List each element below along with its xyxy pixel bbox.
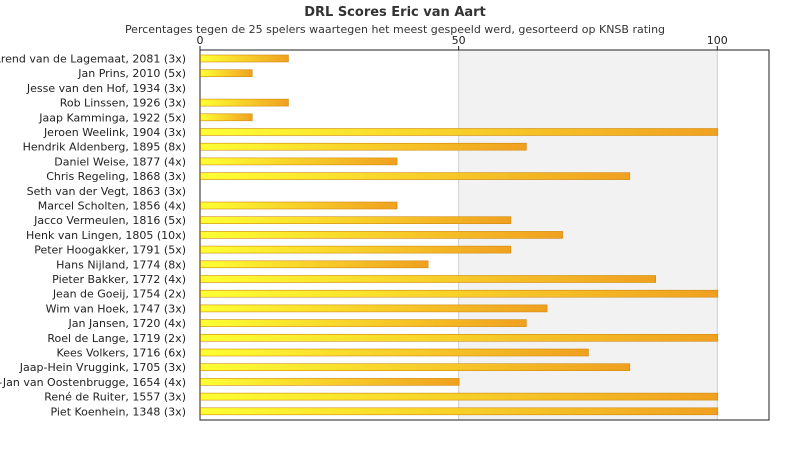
category-label: Daniel Weise, 1877 (4x) — [54, 155, 186, 168]
bar — [200, 319, 527, 327]
bar — [200, 304, 548, 313]
category-label: Chris Regeling, 1868 (3x) — [46, 170, 186, 183]
bar — [200, 113, 253, 122]
category-label: Peter Hoogakker, 1791 (5x) — [34, 244, 186, 257]
category-label: Henk van Lingen, 1805 (10x) — [26, 229, 186, 242]
bar — [200, 201, 398, 210]
category-label: Arend van de Lagemaat, 2081 (3x) — [0, 53, 186, 66]
bar — [200, 157, 398, 166]
chart-subtitle: Percentages tegen de 25 spelers waartege… — [125, 23, 665, 36]
bar — [200, 289, 719, 298]
category-label: Piet Koenhein, 1348 (3x) — [50, 405, 186, 418]
x-tick-label: 50 — [452, 34, 466, 47]
category-label: Bert-Jan van Oostenbrugge, 1654 (4x) — [0, 376, 186, 389]
category-label: Kees Volkers, 1716 (6x) — [57, 347, 186, 360]
category-label: Jean de Goeij, 1754 (2x) — [52, 288, 186, 301]
category-label: Roel de Lange, 1719 (2x) — [47, 332, 186, 345]
category-label: Jeroen Weelink, 1904 (3x) — [43, 126, 186, 139]
bar — [200, 69, 253, 77]
chart-title: DRL Scores Eric van Aart — [304, 5, 486, 20]
x-tick-label: 100 — [707, 34, 728, 47]
category-label: Hendrik Aldenberg, 1895 (8x) — [23, 141, 186, 154]
category-label: Hans Nijland, 1774 (8x) — [56, 258, 186, 271]
category-label: Jaap Kamminga, 1922 (5x) — [38, 111, 186, 124]
bar — [200, 142, 527, 151]
bar — [200, 216, 512, 224]
bar — [200, 128, 719, 136]
bar — [200, 378, 460, 386]
bar — [200, 363, 631, 372]
category-label: René de Ruiter, 1557 (3x) — [44, 391, 186, 404]
category-label: Wim van Hoek, 1747 (3x) — [46, 302, 186, 315]
category-label: Jacco Vermeulen, 1816 (5x) — [33, 214, 186, 227]
category-label: Seth van der Vegt, 1863 (3x) — [27, 185, 186, 198]
bar — [200, 392, 719, 401]
category-label: Jesse van den Hof, 1934 (3x) — [26, 82, 186, 95]
bar — [200, 348, 589, 357]
plot-frame — [199, 49, 770, 421]
bar — [200, 333, 719, 342]
bar — [200, 98, 289, 107]
category-label: Jan Prins, 2010 (5x) — [77, 67, 186, 80]
category-label: Rob Linssen, 1926 (3x) — [60, 97, 186, 110]
bar — [200, 54, 289, 63]
category-label: Pieter Bakker, 1772 (4x) — [52, 273, 186, 286]
category-label: Jaap-Hein Vruggink, 1705 (3x) — [19, 361, 186, 374]
category-label: Jan Jansen, 1720 (4x) — [68, 317, 186, 330]
bar — [200, 260, 429, 269]
x-tick-label: 0 — [197, 34, 204, 47]
bar — [200, 275, 657, 283]
bar — [200, 407, 719, 416]
bar — [200, 172, 631, 180]
bar — [200, 231, 563, 239]
plot-band — [717, 50, 769, 420]
category-label: Marcel Scholten, 1856 (4x) — [38, 200, 186, 213]
bar — [200, 245, 512, 254]
